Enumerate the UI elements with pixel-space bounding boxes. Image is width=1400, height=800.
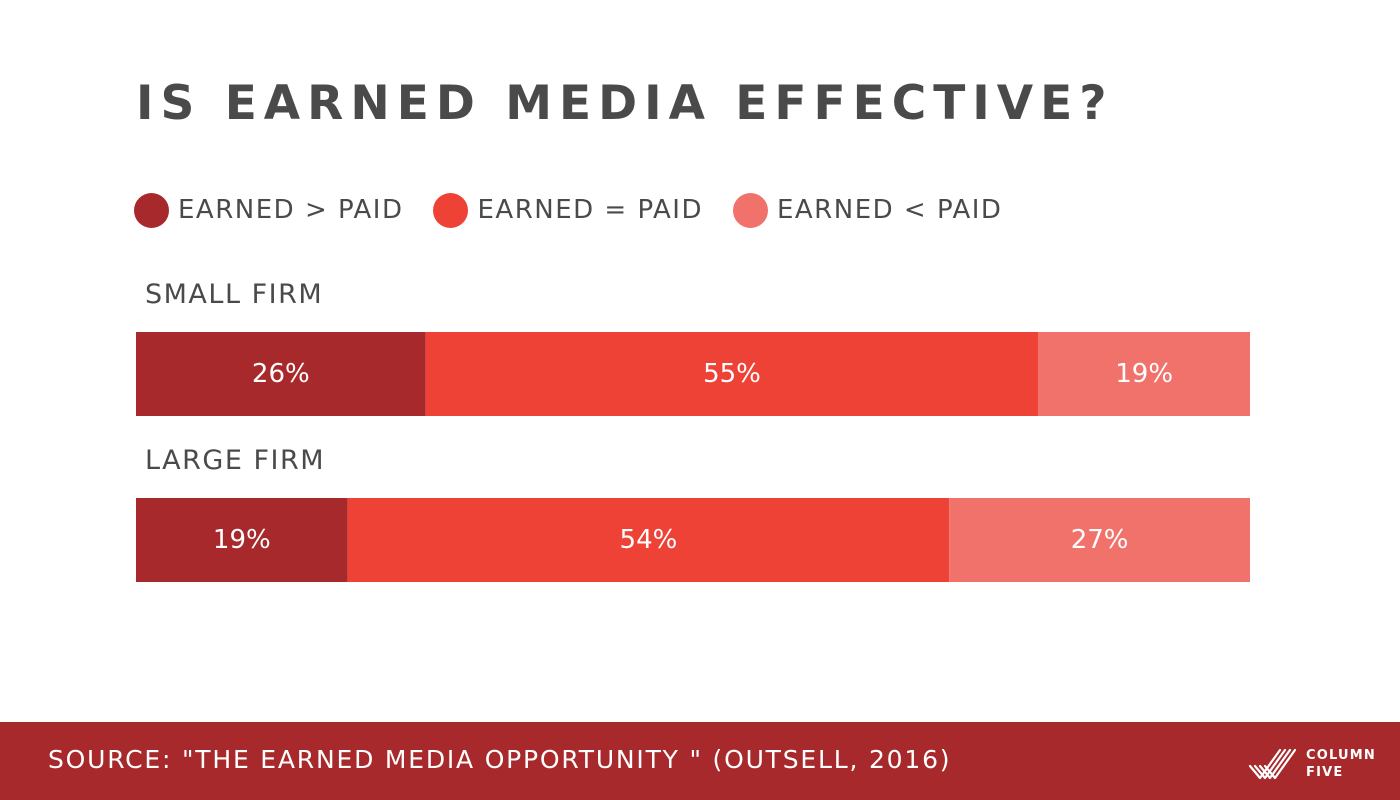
data-label-large-firm-2: 54% [620, 525, 678, 555]
bar-segment-large-firm-1 [136, 498, 348, 582]
data-label-large-firm-3: 27% [1071, 525, 1129, 555]
logo-text-line-2: FIVE [1306, 765, 1344, 780]
row-label-small-firm: SMALL FIRM [145, 279, 324, 310]
data-label-small-firm-3: 19% [1115, 359, 1173, 389]
legend-swatch-earned-equals-paid [433, 192, 469, 228]
legend-swatch-earned-greater-than-paid [134, 192, 169, 228]
legend-swatch-earned-less-than-paid [732, 192, 768, 228]
bar-segment-small-firm-2 [425, 332, 1039, 416]
bar-segment-large-firm-2 [347, 498, 950, 582]
bar-segment-small-firm-1 [136, 332, 426, 416]
legend-item-earned-equals-paid: EARNED = PAID [433, 192, 703, 228]
column-five-logo: COLUMN FIVE [1246, 742, 1376, 786]
bar-segment-large-firm-3 [949, 498, 1250, 582]
legend-item-earned-greater-than-paid: EARNED > PAID [134, 192, 404, 228]
legend-item-earned-less-than-paid: EARNED < PAID [732, 192, 1003, 228]
chart-title: IS EARNED MEDIA EFFECTIVE? [136, 76, 1114, 131]
column-five-logo-icon [1248, 748, 1296, 780]
legend: EARNED > PAID EARNED = PAID EARNED < PAI… [134, 190, 1002, 230]
data-label-small-firm-2: 55% [703, 359, 761, 389]
logo-text-line-1: COLUMN [1306, 748, 1376, 763]
data-label-large-firm-1: 19% [213, 525, 271, 555]
source-text: SOURCE: "THE EARNED MEDIA OPPORTUNITY " … [48, 745, 952, 774]
row-label-large-firm: LARGE FIRM [145, 445, 326, 476]
stacked-bar-chart: 26% 55% 19% 19% 54% 27% [136, 332, 1250, 582]
legend-label-earned-greater-than-paid: EARNED > PAID [178, 195, 404, 225]
column-five-logo-text: COLUMN FIVE [1306, 747, 1376, 781]
legend-label-earned-equals-paid: EARNED = PAID [477, 195, 703, 225]
legend-label-earned-less-than-paid: EARNED < PAID [776, 195, 1003, 225]
footer-bar: SOURCE: "THE EARNED MEDIA OPPORTUNITY " … [0, 722, 1400, 800]
bar-segment-small-firm-3 [1038, 332, 1250, 416]
data-label-small-firm-1: 26% [252, 359, 310, 389]
